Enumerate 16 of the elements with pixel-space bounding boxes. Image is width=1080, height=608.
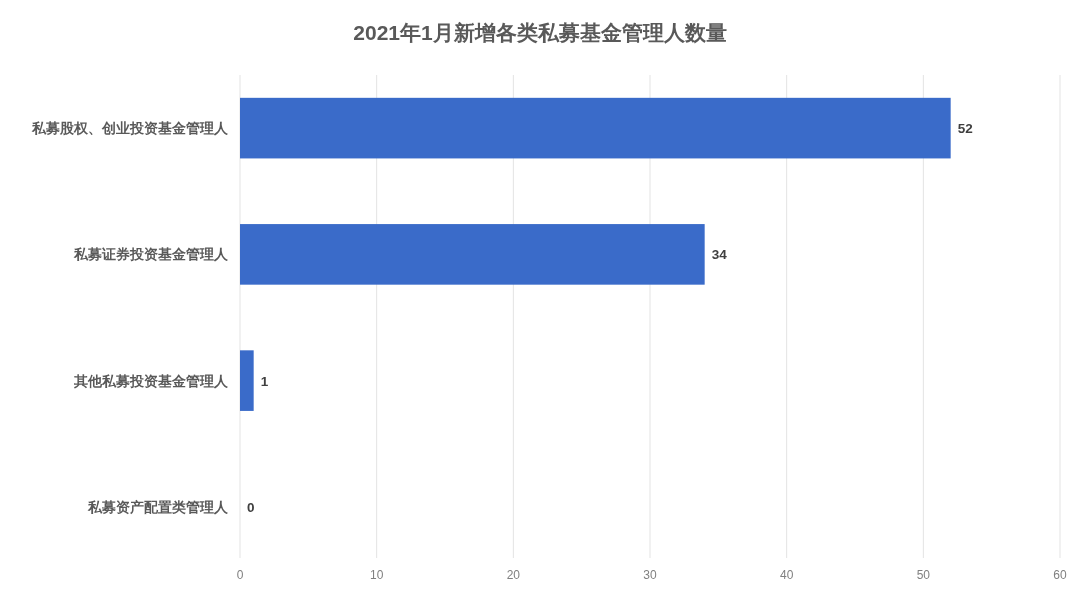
title: 2021年1月新增各类私募基金管理人数量 [353,21,727,44]
y-tick-label: 私募证券投资基金管理人 [74,247,228,263]
y-tick-label: 私募股权、创业投资基金管理人 [32,121,228,137]
x-tick-label: 30 [643,568,657,582]
x-tick-label: 0 [236,568,244,582]
x-tick-label: 50 [916,568,930,582]
data-label: 34 [711,247,727,263]
x-tick-label: 40 [780,568,794,582]
data-label: 1 [260,373,269,389]
y-tick-label: 其他私募投资基金管理人 [74,373,228,389]
x-tick-label: 60 [1053,568,1067,582]
data-label: 0 [247,499,255,515]
x-tick-label: 10 [370,568,384,582]
y-tick-label: 私募资产配置类管理人 [88,499,228,515]
x-tick-label: 20 [506,568,520,582]
data-label: 52 [957,121,973,137]
